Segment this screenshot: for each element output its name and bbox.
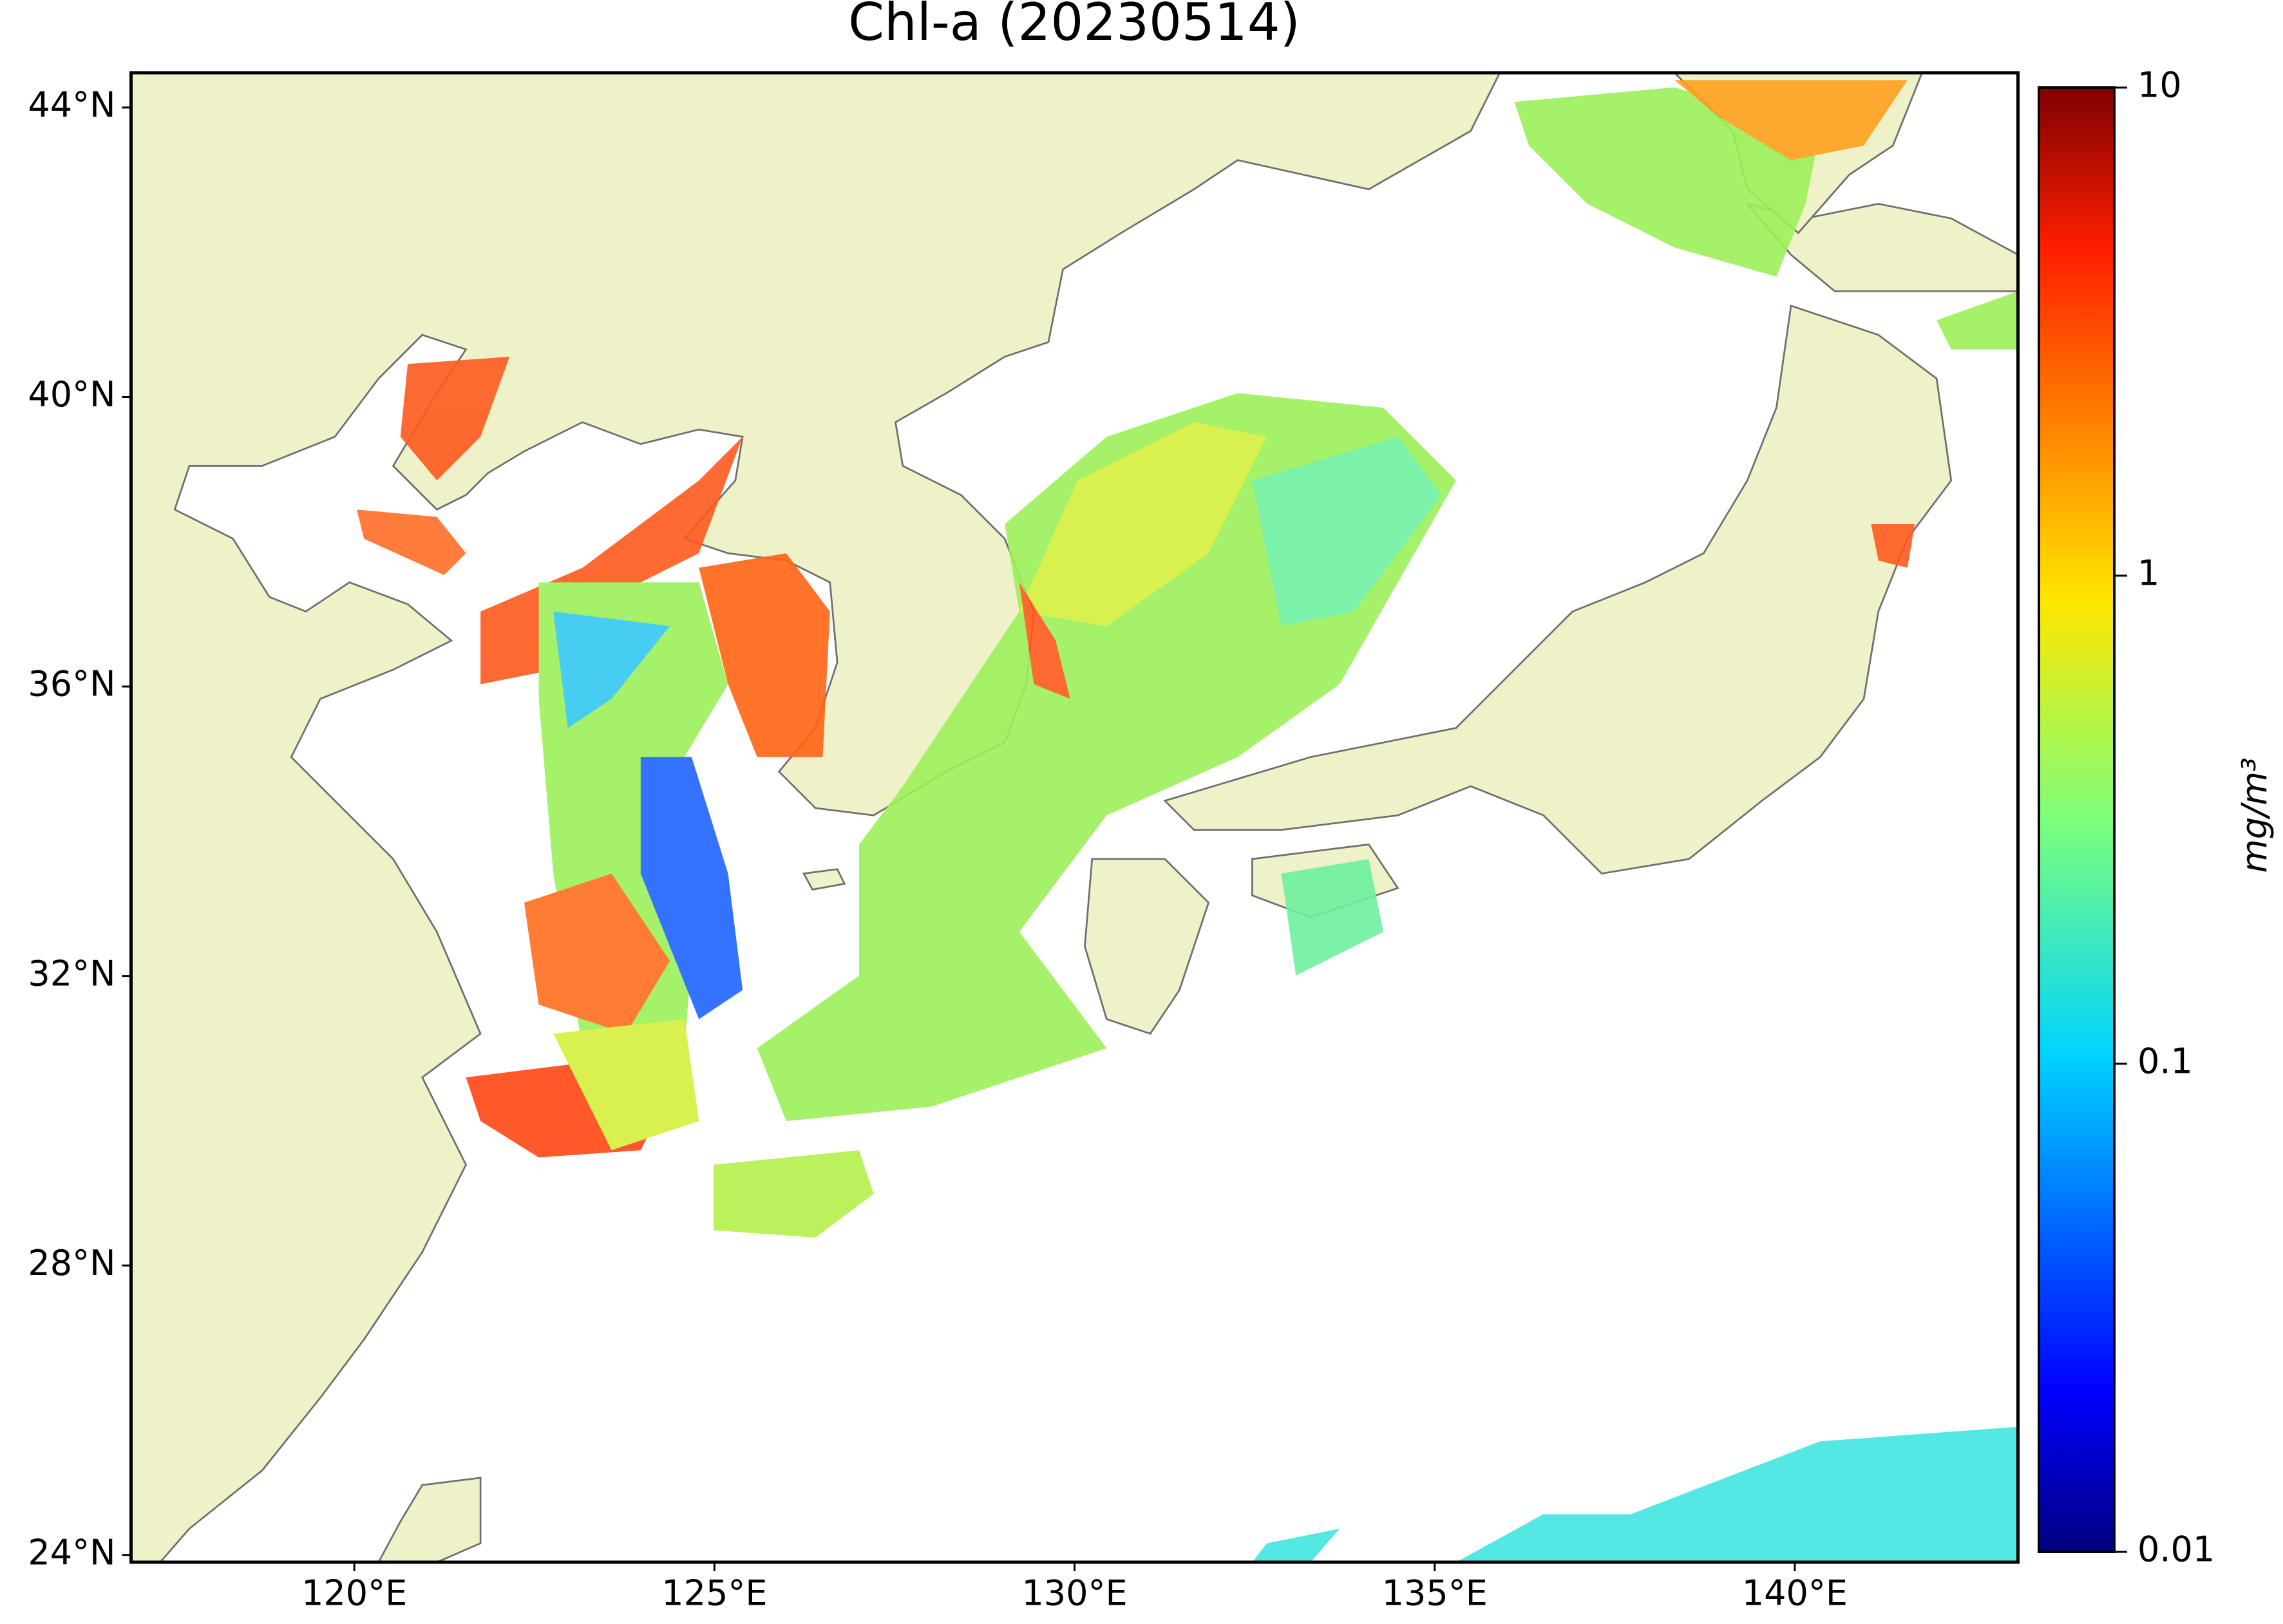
- y-tick-label: 40°N: [28, 374, 115, 415]
- x-tick-label: 135°E: [1382, 1573, 1488, 1614]
- x-tick-label: 130°E: [1021, 1573, 1127, 1614]
- y-tick-label: 36°N: [28, 664, 115, 704]
- continent: [131, 73, 1501, 1563]
- colorbar: [2038, 86, 2116, 1553]
- y-tick-label: 32°N: [28, 953, 115, 994]
- colorbar-label: mg/m³: [2235, 757, 2275, 873]
- colorbar-tick-label: 0.01: [2137, 1529, 2215, 1570]
- x-tick-label: 125°E: [661, 1573, 767, 1614]
- x-tick-label: 120°E: [301, 1573, 407, 1614]
- y-tick-label: 24°N: [28, 1532, 115, 1572]
- y-tick-label: 28°N: [28, 1243, 115, 1283]
- chlorophyll-field: [356, 80, 2018, 1563]
- map-area: [131, 73, 2018, 1563]
- colorbar-tick-label: 0.1: [2137, 1041, 2193, 1082]
- colorbar-tick-label: 10: [2137, 65, 2182, 106]
- kyushu: [1084, 858, 1210, 1035]
- taiwan: [377, 1477, 482, 1563]
- x-tick-label: 140°E: [1742, 1573, 1848, 1614]
- hokkaido: [1745, 202, 2018, 292]
- y-tick-label: 44°N: [28, 85, 115, 126]
- map-title: Chl-a (20230514): [848, 0, 1300, 52]
- colorbar-tick-label: 1: [2137, 553, 2159, 594]
- jeju: [802, 868, 846, 891]
